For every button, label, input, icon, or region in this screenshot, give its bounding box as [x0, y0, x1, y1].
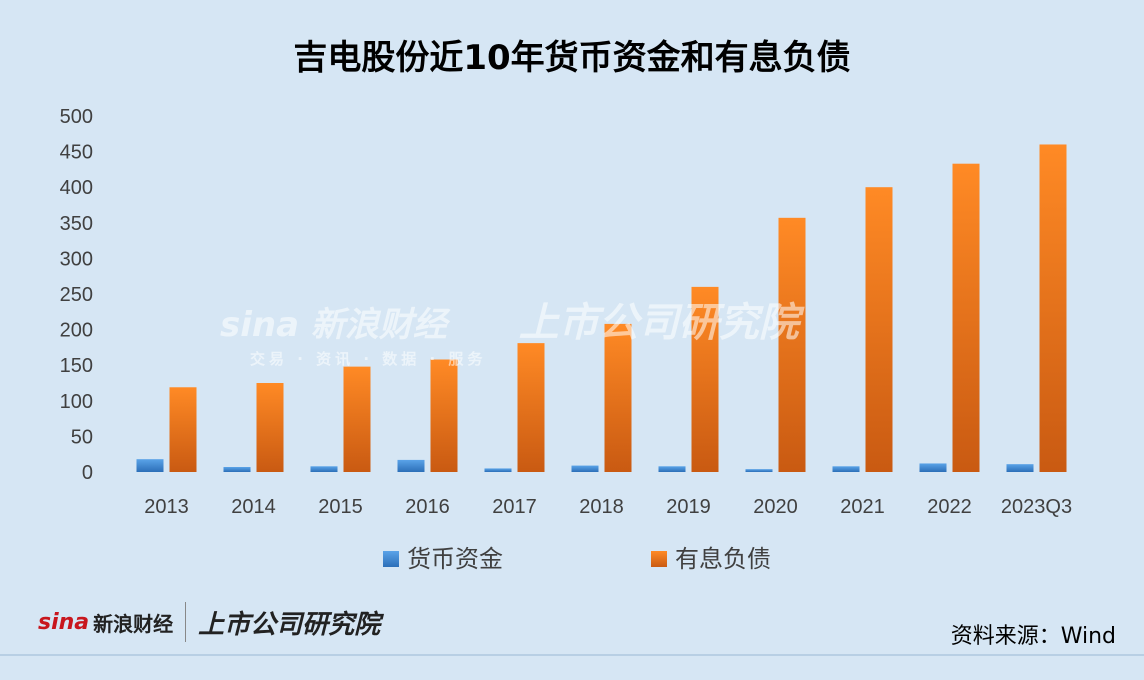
- bar-debt-2017: [517, 343, 545, 472]
- bar-debt-2020: [778, 217, 806, 472]
- bar-debt-2019: [691, 286, 719, 472]
- y-tick-label: 400: [60, 177, 93, 199]
- x-axis: 2013 2014 2015 2016 2017 2018 2019 2020 2021 2022…: [144, 496, 1072, 518]
- bar-debt-2013: [169, 387, 197, 472]
- x-tick-label: 2015: [318, 496, 363, 518]
- source-note: 资料来源：Wind: [950, 624, 1116, 649]
- sina-logo: sina: [38, 609, 90, 635]
- y-tick-label: 450: [60, 142, 93, 164]
- bar-debt-2023Q3: [1039, 144, 1067, 473]
- y-tick-label: 150: [60, 355, 93, 377]
- x-tick-label: 2018: [579, 496, 624, 518]
- x-tick-label: 2019: [666, 496, 711, 518]
- y-tick-label: 0: [82, 462, 93, 484]
- bars-group: [136, 144, 1067, 473]
- x-tick-label: 2021: [840, 496, 885, 518]
- bar-cash-2015: [310, 466, 338, 472]
- x-tick-label: 2022: [927, 496, 972, 518]
- y-tick-label: 250: [60, 284, 93, 306]
- bar-cash-2018: [571, 465, 599, 472]
- legend: 货币资金 有息负债: [383, 545, 771, 573]
- bar-debt-2014: [256, 383, 284, 472]
- x-tick-label: 2013: [144, 496, 189, 518]
- bar-debt-2015: [343, 366, 371, 472]
- footer-divider: [0, 654, 1144, 656]
- bar-cash-2014: [223, 467, 251, 472]
- legend-swatch: [383, 551, 399, 567]
- x-tick-label: 2023Q3: [1001, 496, 1072, 518]
- y-tick-label: 300: [60, 248, 93, 270]
- bar-debt-2021: [865, 187, 893, 472]
- y-tick-label: 350: [60, 213, 93, 235]
- legend-swatch: [651, 551, 667, 567]
- bar-cash-2019: [658, 466, 686, 472]
- bar-debt-2016: [430, 359, 458, 472]
- legend-label: 有息负债: [675, 545, 771, 573]
- bar-debt-2022: [952, 163, 980, 473]
- bar-cash-2017: [484, 468, 512, 472]
- x-tick-label: 2014: [231, 496, 276, 518]
- bar-cash-2023Q3: [1006, 464, 1034, 472]
- bar-cash-2013: [136, 459, 164, 472]
- institute-name: 上市公司研究院: [198, 609, 381, 640]
- y-axis: 0 50 100 150 200 250 300 350 400 450 500: [60, 106, 93, 484]
- chart-title: 吉电股份近10年货币资金和有息负债: [293, 38, 851, 78]
- brand-separator: [185, 602, 187, 642]
- bar-cash-2020: [745, 469, 773, 472]
- y-tick-label: 500: [60, 106, 93, 128]
- bar-cash-2021: [832, 466, 860, 472]
- brand-name: 新浪财经: [93, 611, 174, 636]
- y-tick-label: 200: [60, 320, 93, 342]
- y-tick-label: 100: [60, 391, 93, 413]
- x-tick-label: 2016: [405, 496, 450, 518]
- bar-cash-2016: [397, 459, 425, 472]
- x-tick-label: 2020: [753, 496, 798, 518]
- footer-brand: sina 新浪财经 上市公司研究院: [38, 600, 380, 644]
- x-tick-label: 2017: [492, 496, 537, 518]
- y-tick-label: 50: [71, 426, 93, 448]
- bar-cash-2022: [919, 463, 947, 472]
- legend-label: 货币资金: [407, 545, 503, 573]
- bar-debt-2018: [604, 323, 632, 472]
